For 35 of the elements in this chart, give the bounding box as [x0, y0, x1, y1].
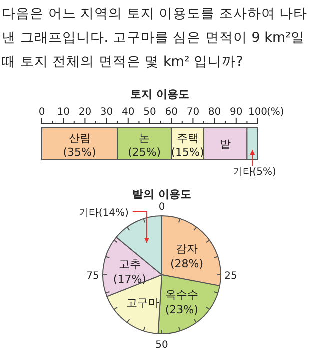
- data-label: (28%): [170, 257, 204, 270]
- data-label: (25%): [128, 146, 162, 159]
- slice-label: 고구마: [126, 296, 160, 310]
- x-tick-label: 10: [57, 107, 70, 118]
- data-label: (15%): [171, 146, 204, 159]
- x-tick-label: 40: [122, 107, 135, 118]
- text: 기타(5%): [232, 167, 276, 178]
- series-label: 산림: [68, 132, 91, 145]
- slice-label: 고추: [118, 258, 141, 271]
- x-axis-title: (%): [267, 107, 284, 118]
- slice-label: 감자: [176, 242, 198, 256]
- text: 75: [86, 271, 100, 282]
- x-tick-label: 60: [165, 107, 178, 118]
- data-label: (35%): [63, 146, 96, 159]
- x-tick-label: 30: [100, 107, 114, 118]
- x-tick-label: 100: [248, 107, 268, 118]
- x-tick-label: 80: [208, 107, 222, 118]
- text: 25: [224, 271, 238, 282]
- x-tick-label: 20: [78, 107, 92, 118]
- series-label: 밭: [220, 138, 232, 151]
- x-tick-label: 70: [186, 107, 200, 118]
- x-tick-label: 90: [230, 107, 243, 118]
- text: 50: [156, 340, 168, 348]
- legend-label: 옥수수: [165, 288, 198, 302]
- chart-title: 밭의 이용도: [132, 188, 192, 201]
- x-tick-label: 0: [38, 107, 46, 118]
- text: 다음은 어느 지역의 토지 이용도를 조사하여 나타낸 그래프입니다. 고구마를 심은 면적이 9 km²일 때 토지 전체의 면적은 몇 km² 입니까?: [2, 5, 309, 72]
- text: 0: [158, 202, 166, 213]
- chart-title: 토지 이용도: [130, 88, 190, 101]
- data-label: (23%): [165, 304, 198, 317]
- slice-label: 기타(14%): [78, 208, 130, 219]
- series-label: 주택: [176, 132, 199, 145]
- series-label: 논: [139, 132, 150, 145]
- data-label: (17%): [113, 272, 146, 286]
- x-tick-label: 50: [144, 107, 156, 118]
